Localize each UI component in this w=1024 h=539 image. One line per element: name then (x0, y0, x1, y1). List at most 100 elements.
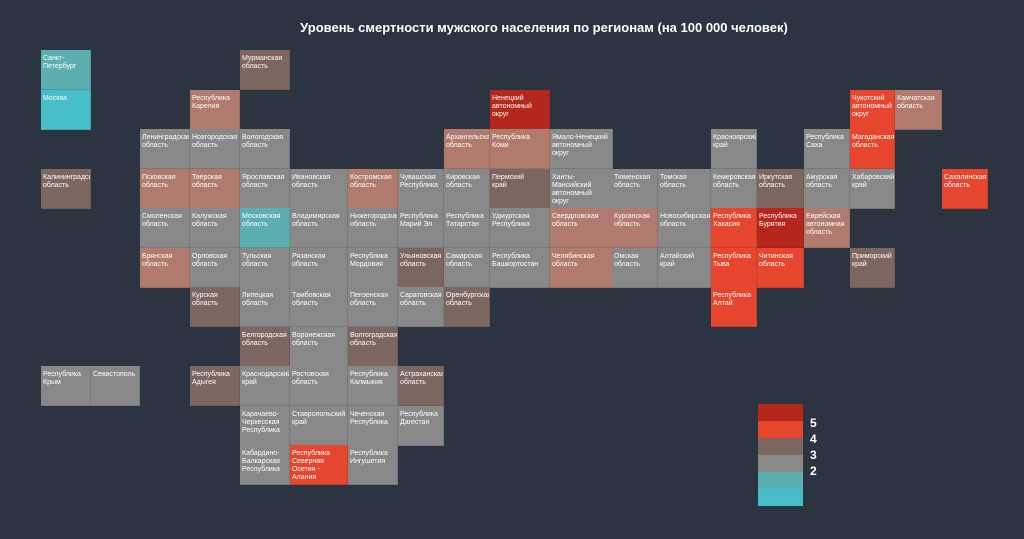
region-label: Новгородская область (192, 134, 238, 149)
region-tile: Кабардино- Балкарская Республика (240, 445, 290, 485)
region-label: Ставропольский край (292, 410, 346, 426)
region-label: Магаданская область (852, 134, 895, 149)
region-tile: Орловская область (190, 247, 240, 288)
region-tile: Воронежская область (290, 326, 348, 367)
region-tile: Республика Марий Эл (398, 208, 444, 248)
region-label: Свердловская область (552, 213, 599, 228)
region-tile: Приморский край (850, 247, 895, 288)
region-tile: Вологодская область (240, 129, 290, 169)
legend-swatch (758, 455, 803, 472)
region-label: Еврейская автономная область (806, 213, 845, 236)
region-label: Хабаровский край (852, 173, 895, 189)
region-label: Санкт-Петербург (43, 55, 77, 70)
region-tile: Костромская область (348, 168, 398, 209)
region-tile: Санкт-Петербург (41, 50, 91, 90)
region-label: Краснодарский край (242, 371, 290, 386)
legend-label: 3 (810, 448, 817, 462)
region-label: Омская область (614, 252, 640, 268)
region-tile: Сахалинская область (942, 168, 988, 209)
region-label: Волгоградская область (350, 331, 398, 347)
region-label: Брянская область (142, 252, 173, 268)
region-tile: Тюменская область (612, 168, 658, 209)
region-tile: Магаданская область (850, 129, 895, 169)
map-title: Уровень смертности мужского населения по… (300, 20, 788, 35)
region-label: Калининградская область (43, 173, 90, 189)
region-label: Курская область (192, 292, 218, 307)
region-tile: Республика Алтай (711, 287, 757, 327)
region-tile: Ленинградская область (140, 129, 190, 169)
region-tile: Брянская область (140, 247, 190, 288)
region-tile: Краснодарский край (240, 366, 290, 406)
region-tile: Еврейская автономная область (804, 208, 850, 248)
region-label: Ростовская область (292, 371, 329, 386)
region-tile: Алтайский край (658, 247, 711, 288)
region-tile: Самарская область (444, 247, 490, 288)
region-label: Республика Бурятия (759, 213, 797, 228)
region-tile: Липецкая область (240, 287, 290, 327)
region-tile: Чеченская Республика (348, 405, 398, 446)
legend-label: 2 (810, 464, 817, 478)
region-label: Ульяновская область (400, 252, 442, 268)
region-label: Республика Мордовия (350, 252, 388, 268)
region-tile: Читинская область (757, 247, 804, 288)
region-tile: Ростовская область (290, 366, 348, 406)
region-label: Тверская область (192, 173, 222, 189)
region-tile: Республика Бурятия (757, 208, 804, 248)
region-label: Архангельская область (446, 134, 490, 149)
region-label: Республика Коми (492, 134, 530, 149)
region-label: Оренбургская область (446, 292, 490, 307)
region-tile: Челябинская область (550, 247, 613, 288)
region-tile: Ханты-Мансийский автономный округ (550, 168, 613, 209)
region-tile: Тверская область (190, 168, 240, 209)
region-label: Тюменская область (614, 173, 651, 189)
region-label: Рязанская область (292, 252, 326, 268)
region-tile: Республика Тыва (711, 247, 757, 288)
region-label: Кировская область (446, 173, 480, 189)
legend-swatch (758, 472, 803, 489)
region-tile: Тамбовская область (290, 287, 348, 327)
region-tile: Республика Мордовия (348, 247, 398, 288)
region-tile: Тульская область (240, 247, 290, 288)
region-label: Республика Марий Эл (400, 213, 438, 228)
legend: 5 4 3 2 (758, 404, 828, 506)
region-tile: Нижегородская область (348, 208, 398, 248)
region-label: Челябинская область (552, 252, 595, 268)
region-label: Костромская область (350, 173, 392, 189)
region-label: Республика Дагестан (400, 410, 438, 426)
region-tile: Республика Саха (804, 129, 850, 169)
region-label: Новосибирская область (660, 213, 711, 228)
region-tile: Республика Адыгея (190, 366, 240, 406)
legend-label: 4 (810, 432, 817, 446)
region-label: Республика Татарстан (446, 213, 484, 228)
legend-swatch (758, 404, 803, 421)
legend-swatch (758, 489, 803, 506)
region-label: Республика Крым (43, 371, 81, 386)
region-label: Чувашская Республика (400, 173, 438, 189)
region-label: Красноярский край (713, 134, 757, 149)
region-label: Алтайский край (660, 252, 695, 268)
region-tile: Пермский край (490, 168, 550, 209)
region-label: Орловская область (192, 252, 228, 268)
region-label: Калужская область (192, 213, 227, 228)
region-tile: Ульяновская область (398, 247, 444, 288)
region-tile: Республика Северная Осетия - Алания (290, 445, 348, 485)
region-label: Ярославская область (242, 173, 285, 189)
region-tile: Курганская область (612, 208, 658, 248)
legend-label: 5 (810, 416, 817, 430)
region-label: Иркутская область (759, 173, 793, 189)
legend-swatch (758, 438, 803, 455)
region-tile: Пензенская область (348, 287, 398, 327)
region-label: Вологодская область (242, 134, 284, 149)
region-tile: Саратовская область (398, 287, 444, 327)
region-tile: Оренбургская область (444, 287, 490, 327)
region-label: Пермский край (492, 173, 525, 189)
region-tile: Республика Хакасия (711, 208, 757, 248)
region-tile: Республика Карелия (190, 89, 240, 130)
region-tile: Рязанская область (290, 247, 348, 288)
region-label: Ненецкий автономный округ (492, 94, 532, 118)
region-tile: Карачаево- Черкесская Республика (240, 405, 290, 446)
region-tile: Чукотский автономный округ (850, 89, 895, 130)
region-label: Самарская область (446, 252, 483, 268)
region-tile: Республика Ингушетия (348, 445, 398, 485)
